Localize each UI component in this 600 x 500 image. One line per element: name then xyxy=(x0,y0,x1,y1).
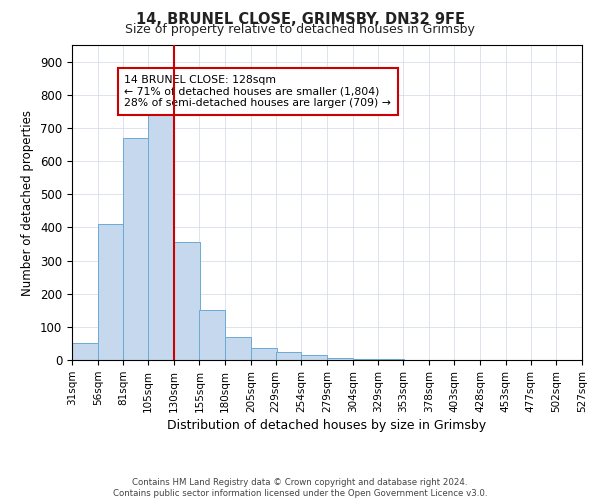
Bar xyxy=(98,224,124,360)
Bar xyxy=(174,242,199,360)
Bar xyxy=(275,352,301,360)
Bar xyxy=(301,355,327,360)
Bar xyxy=(225,337,251,360)
Bar xyxy=(353,359,379,360)
Text: 14, BRUNEL CLOSE, GRIMSBY, DN32 9FE: 14, BRUNEL CLOSE, GRIMSBY, DN32 9FE xyxy=(136,12,464,28)
Bar xyxy=(148,112,174,360)
Bar xyxy=(72,344,98,360)
Text: 14 BRUNEL CLOSE: 128sqm
← 71% of detached houses are smaller (1,804)
28% of semi: 14 BRUNEL CLOSE: 128sqm ← 71% of detache… xyxy=(124,75,391,108)
Bar xyxy=(124,138,149,360)
Bar xyxy=(327,358,353,360)
Y-axis label: Number of detached properties: Number of detached properties xyxy=(22,110,34,296)
Bar xyxy=(251,348,277,360)
Text: Contains HM Land Registry data © Crown copyright and database right 2024.
Contai: Contains HM Land Registry data © Crown c… xyxy=(113,478,487,498)
Bar xyxy=(199,310,225,360)
Text: Size of property relative to detached houses in Grimsby: Size of property relative to detached ho… xyxy=(125,22,475,36)
X-axis label: Distribution of detached houses by size in Grimsby: Distribution of detached houses by size … xyxy=(167,419,487,432)
